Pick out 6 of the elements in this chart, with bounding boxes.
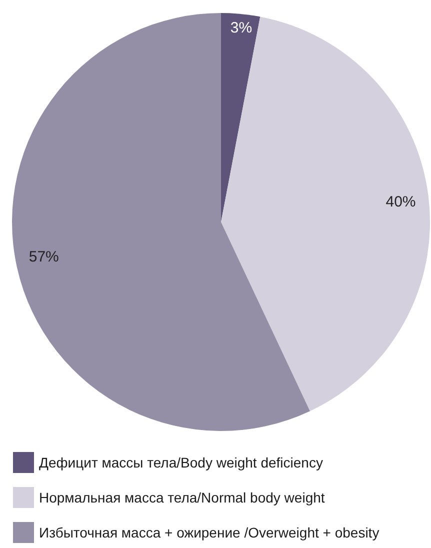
legend-label: Избыточная масса + ожирение /Overweight + obesity — [39, 524, 380, 540]
data-label: 57% — [28, 248, 59, 266]
legend-label: Дефицит массы тела/Body weight deficiency — [39, 454, 323, 470]
data-label: 3% — [230, 19, 252, 36]
data-label: 40% — [386, 193, 416, 210]
legend-label: Нормальная масса тела/Normal body weight — [39, 490, 325, 506]
